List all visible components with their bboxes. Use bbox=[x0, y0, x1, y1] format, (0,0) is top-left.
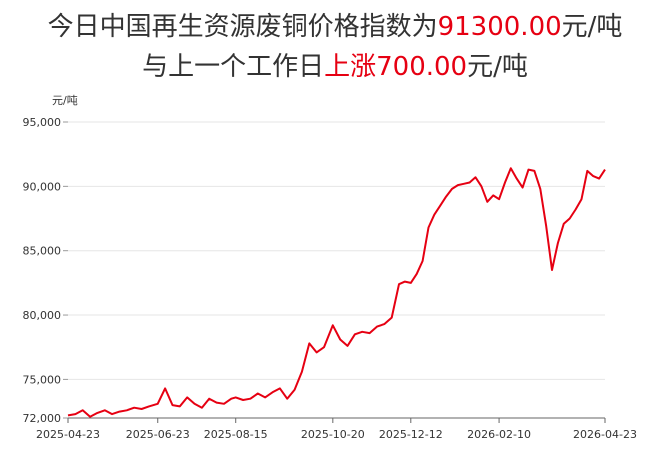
x-tick-label: 2026-04-23 bbox=[573, 428, 637, 441]
x-tick-label: 2025-04-23 bbox=[36, 428, 100, 441]
change-headline: 与上一个工作日上涨700.00元/吨 bbox=[0, 46, 670, 83]
x-tick-label: 2025-10-20 bbox=[301, 428, 365, 441]
y-axis-unit-label: 元/吨 bbox=[52, 94, 78, 107]
headline-prefix: 今日中国再生资源废铜价格指数为 bbox=[47, 12, 438, 42]
y-tick-label: 72,000 bbox=[23, 412, 62, 425]
headline-unit: 元/吨 bbox=[561, 12, 623, 42]
index-headline: 今日中国再生资源废铜价格指数为91300.00元/吨 bbox=[0, 6, 670, 43]
y-tick-label: 90,000 bbox=[23, 180, 62, 193]
price-line bbox=[67, 167, 606, 418]
x-tick-label: 2025-06-23 bbox=[126, 428, 190, 441]
x-tick-label: 2026-02-10 bbox=[467, 428, 531, 441]
price-series bbox=[67, 167, 606, 418]
change-prefix: 与上一个工作日 bbox=[142, 52, 325, 82]
y-axis-ticks: 95,000 90,000 85,000 80,000 75,000 72,000 bbox=[23, 116, 68, 425]
index-value: 91300.00 bbox=[437, 12, 562, 42]
x-tick-label: 2025-08-15 bbox=[204, 428, 268, 441]
change-unit: 元/吨 bbox=[467, 52, 528, 82]
change-value: 上涨700.00 bbox=[324, 52, 468, 82]
y-tick-label: 80,000 bbox=[23, 309, 62, 322]
y-tick-label: 75,000 bbox=[23, 373, 62, 386]
y-gridlines bbox=[68, 121, 605, 419]
y-tick-label: 85,000 bbox=[23, 245, 62, 258]
x-axis-ticks: 2025-04-23 2025-06-23 2025-08-15 2025-10-20… bbox=[36, 418, 637, 441]
x-tick-label: 2025-12-12 bbox=[379, 428, 443, 441]
y-tick-label: 95,000 bbox=[23, 116, 62, 129]
